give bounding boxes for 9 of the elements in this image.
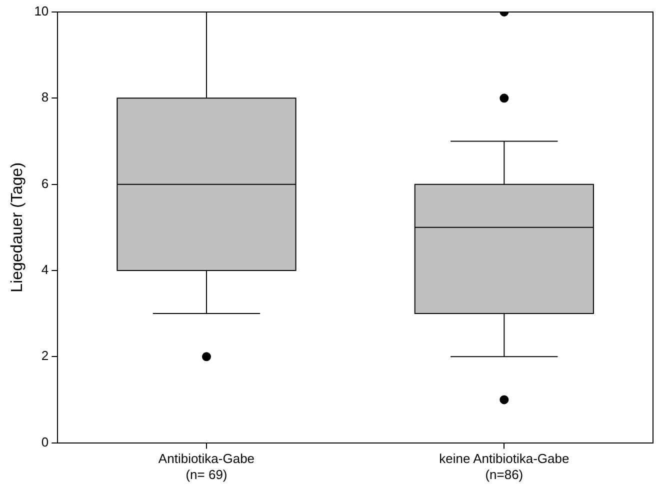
y-tick-label: 8 [41,90,49,105]
y-tick-label: 0 [41,434,49,450]
x-tick-label: Antibiotika-Gabe (n= 69) [158,451,255,482]
y-tick-label: 10 [34,4,49,19]
y-axis-title: Liegedauer (Tage) [9,162,26,292]
y-tick-label: 4 [41,262,49,278]
y-tick-label: 2 [41,348,49,364]
x-tick-label: keine Antibiotika-Gabe (n=86) [439,451,570,482]
y-tick-label: 6 [41,176,49,191]
